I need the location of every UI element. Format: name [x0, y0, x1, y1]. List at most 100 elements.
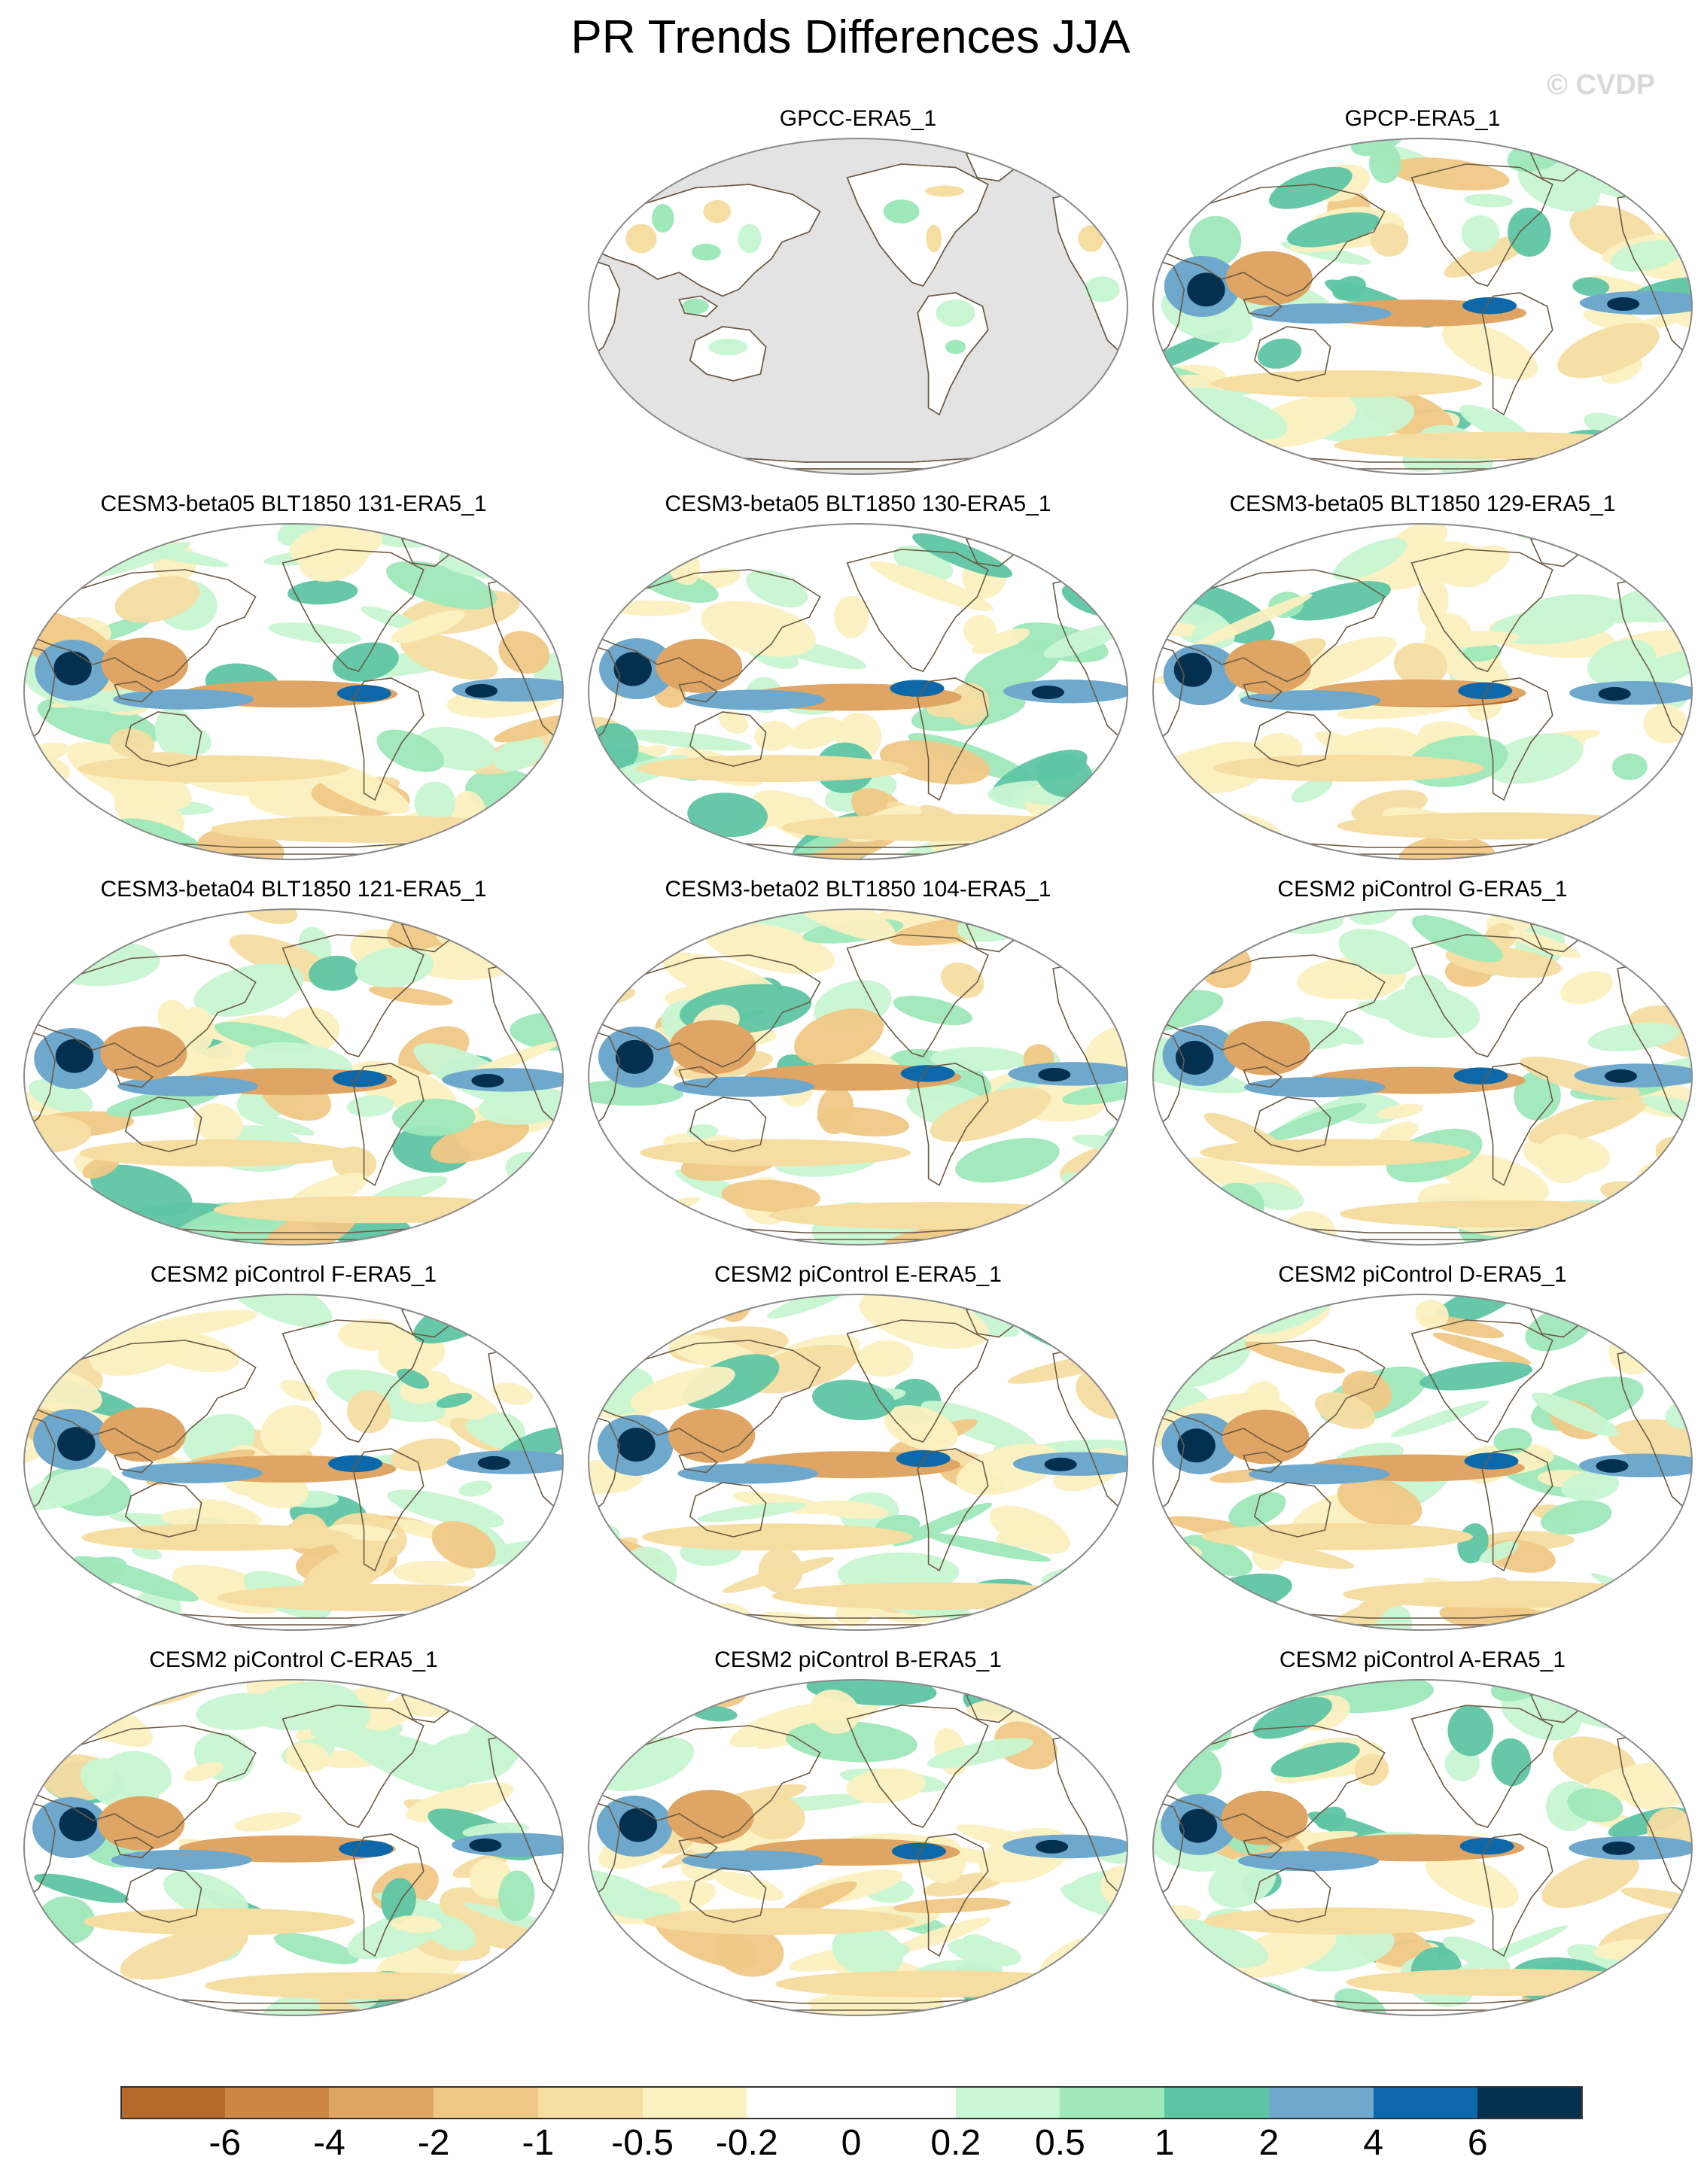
coastline	[1481, 1063, 1553, 1187]
coastline	[1481, 292, 1553, 416]
coastline	[597, 569, 821, 683]
coastline	[24, 1413, 56, 1518]
map-panel: CESM2 piControl A-ERA5_1	[1144, 1647, 1701, 2030]
coastline	[1161, 1725, 1386, 1839]
anomaly-band	[1607, 297, 1640, 312]
colorbar-tick-label: 0.5	[1035, 2123, 1085, 2163]
anomaly-band	[890, 680, 945, 697]
anomaly-patch	[1310, 1021, 1365, 1045]
anomaly-patch	[1075, 1680, 1108, 1699]
anomaly-patch	[1557, 323, 1660, 379]
panel-title: CESM2 piControl G-ERA5_1	[1277, 877, 1568, 902]
anomaly-patch	[912, 533, 1013, 578]
anomaly-patch	[966, 1696, 1086, 1723]
anomaly-patch	[634, 1233, 718, 1245]
anomaly-patch	[268, 622, 361, 644]
anomaly-patch	[1068, 1194, 1127, 1236]
anomaly-band	[775, 1970, 1101, 1998]
anomaly-band	[57, 1427, 96, 1462]
coastline	[597, 954, 821, 1068]
map-panel: CESM3-beta05 BLT1850 131-ERA5_1	[15, 491, 572, 875]
anomaly-patch	[595, 1294, 692, 1325]
map-canvas	[23, 1679, 564, 2016]
anomaly-patch	[478, 1087, 563, 1125]
anomaly-patch	[722, 1556, 835, 1593]
anomaly-patch	[33, 1309, 135, 1329]
anomaly-band	[896, 1449, 951, 1468]
anomaly-band	[1179, 1808, 1218, 1843]
anomaly-patch	[1398, 835, 1496, 859]
map-panel: CESM3-beta05 BLT1850 130-ERA5_1	[580, 491, 1137, 875]
coastline	[678, 1451, 719, 1474]
anomaly-band	[1337, 812, 1663, 840]
anomaly-patch	[1560, 971, 1614, 1005]
coastline	[24, 643, 56, 747]
anomaly-patch	[458, 1680, 491, 1707]
anomaly-patch	[1175, 138, 1273, 166]
map-canvas	[1152, 1679, 1693, 2016]
anomaly-patch	[25, 2009, 137, 2015]
anomaly-patch	[114, 576, 200, 623]
anomaly-patch	[1666, 383, 1692, 430]
coastline	[1153, 643, 1185, 747]
coastline	[597, 184, 821, 297]
map-frame	[1152, 908, 1693, 1246]
colorbar-tick-label: 4	[1363, 2123, 1383, 2163]
colorbar-swatch	[537, 2086, 644, 2119]
anomaly-patch	[1377, 1103, 1423, 1119]
colorbar-tick-label: 6	[1467, 2123, 1488, 2163]
anomaly-band	[111, 1849, 252, 1870]
anomaly-patch	[782, 909, 896, 941]
map-canvas	[588, 1294, 1128, 1631]
map-frame	[1152, 138, 1693, 475]
anomaly-patch	[492, 1382, 533, 1405]
anomaly-patch	[721, 1179, 820, 1212]
anomaly-band	[1343, 1580, 1669, 1608]
anomaly-patch	[1404, 974, 1449, 1010]
colorbar-tick-label: -6	[208, 2123, 242, 2163]
anomaly-patch	[1479, 1541, 1520, 1563]
coastline	[589, 1028, 621, 1133]
coastline	[1243, 680, 1283, 703]
anomaly-patch	[1347, 909, 1400, 926]
anomaly-band	[1176, 1040, 1214, 1075]
anomaly-band	[1187, 272, 1225, 307]
anomaly-patch	[893, 1897, 1012, 1914]
coastline	[1253, 711, 1331, 767]
coastline	[846, 1705, 989, 1828]
coastline	[689, 326, 767, 382]
anomaly-patch	[510, 1708, 563, 1753]
anomaly-patch	[1390, 1401, 1490, 1437]
coastline	[281, 549, 424, 672]
anomaly-patch	[1611, 753, 1648, 780]
anomaly-patch	[1179, 1535, 1253, 1577]
anomaly-patch	[1639, 805, 1692, 840]
coastline	[32, 569, 257, 683]
anomaly-band	[617, 1428, 656, 1462]
anomaly-patch	[1061, 1172, 1127, 1228]
map-panel: CESM3-beta02 BLT1850 104-ERA5_1	[580, 876, 1137, 1260]
anomaly-band	[113, 689, 254, 710]
anomaly-band	[1346, 1969, 1672, 1997]
coastline	[24, 1799, 56, 1903]
anomaly-band	[1598, 686, 1631, 701]
anomaly-patch	[589, 916, 629, 958]
anomaly-patch	[930, 1087, 1051, 1142]
anomaly-patch	[482, 847, 528, 859]
anomaly-patch	[633, 1680, 668, 1690]
anomaly-band	[1031, 685, 1064, 699]
coastline	[689, 711, 767, 767]
map-canvas	[588, 523, 1128, 860]
anomaly-patch	[589, 1300, 644, 1348]
anomaly-patch	[88, 542, 190, 578]
anomaly-band	[677, 1463, 819, 1484]
anomaly-band	[1453, 1067, 1508, 1084]
anomaly-patch	[1508, 207, 1551, 257]
anomaly-patch	[184, 1762, 224, 1782]
coastline	[1161, 569, 1386, 683]
anomaly-patch	[309, 955, 361, 991]
anomaly-band	[100, 1026, 187, 1081]
anomaly-patch	[458, 1480, 492, 1497]
anomaly-patch	[414, 781, 456, 824]
anomaly-patch	[714, 1926, 784, 1977]
